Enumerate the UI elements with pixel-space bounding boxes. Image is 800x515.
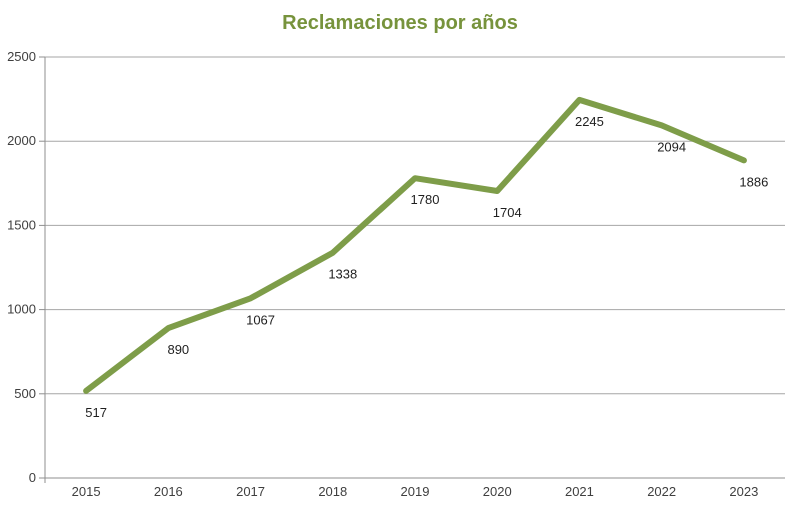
x-axis-tick-label: 2017 [236,484,265,499]
data-label: 1780 [411,192,440,207]
data-label: 1704 [493,205,522,220]
y-axis-tick-label: 1500 [7,217,36,232]
data-label: 2094 [657,139,686,154]
data-label: 517 [85,405,107,420]
x-axis-tick-label: 2016 [154,484,183,499]
x-axis-tick-label: 2021 [565,484,594,499]
y-axis-tick-label: 2500 [7,49,36,64]
y-axis-tick-label: 1000 [7,302,36,317]
y-axis-tick-label: 0 [29,470,36,485]
x-axis-tick-label: 2020 [483,484,512,499]
x-axis-tick-label: 2019 [401,484,430,499]
data-label: 890 [167,342,189,357]
x-axis-tick-label: 2022 [647,484,676,499]
x-axis-tick-label: 2015 [72,484,101,499]
data-label: 2245 [575,114,604,129]
y-axis-tick-label: 500 [14,386,36,401]
y-axis-tick-label: 2000 [7,133,36,148]
data-label: 1886 [739,174,768,189]
data-line [83,96,747,394]
chart-title: Reclamaciones por años [282,12,518,34]
x-axis-tick-label: 2018 [318,484,347,499]
data-label: 1338 [328,267,357,282]
data-label: 1067 [246,312,275,327]
x-axis-tick-label: 2023 [729,484,758,499]
